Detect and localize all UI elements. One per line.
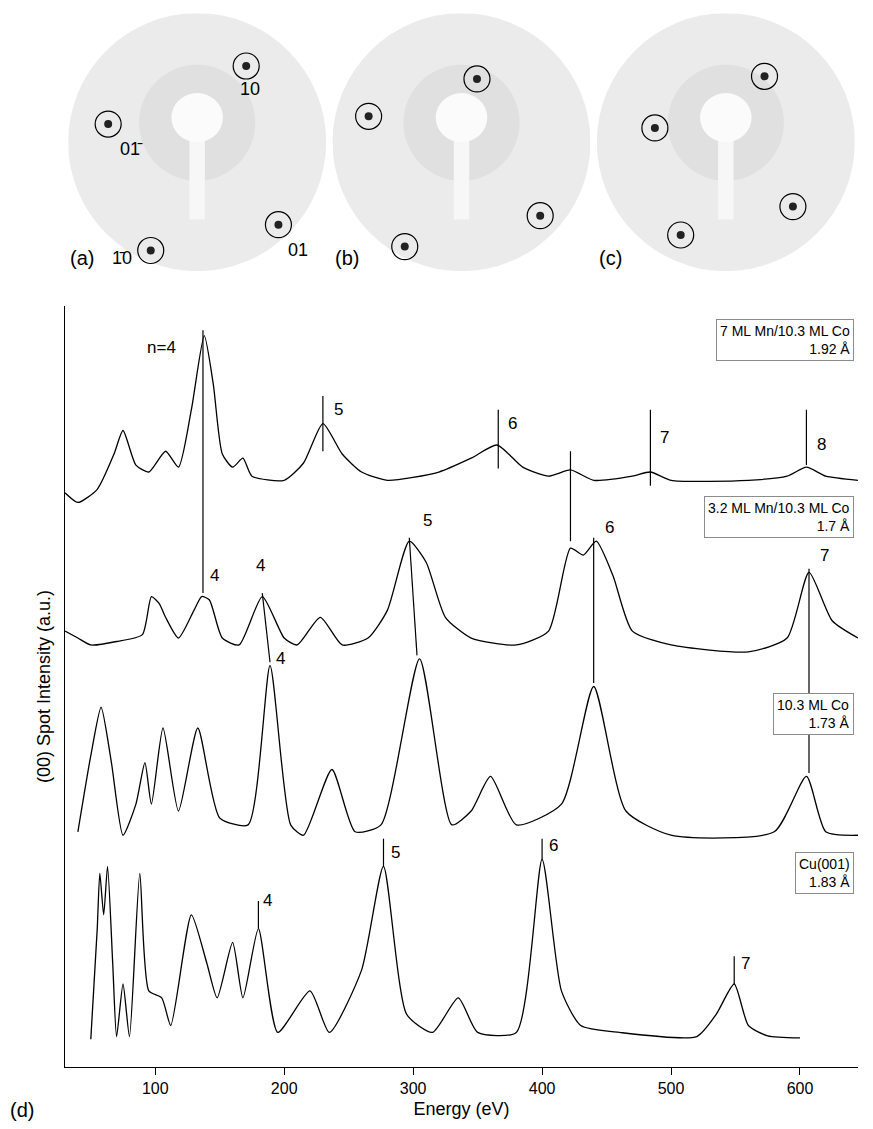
svg-text:4: 4 xyxy=(263,891,272,910)
svg-text:100: 100 xyxy=(142,1080,169,1097)
svg-text:4: 4 xyxy=(276,649,285,668)
svg-text:(a): (a) xyxy=(70,247,94,269)
svg-text:(c): (c) xyxy=(599,247,622,269)
svg-text:(00) Spot Intensity (a.u.): (00) Spot Intensity (a.u.) xyxy=(34,590,54,783)
svg-text:400: 400 xyxy=(529,1080,556,1097)
svg-text:3.2 ML Mn/10.3 ML Co1.7 Å: 3.2 ML Mn/10.3 ML Co1.7 Å xyxy=(708,500,850,534)
svg-text:01̄: 01̄ xyxy=(120,139,143,159)
svg-text:5: 5 xyxy=(334,400,343,419)
svg-text:6: 6 xyxy=(508,414,517,433)
svg-text:10.3 ML Co1.73 Å: 10.3 ML Co1.73 Å xyxy=(777,697,850,731)
svg-text:300: 300 xyxy=(400,1080,427,1097)
svg-text:4: 4 xyxy=(256,556,265,575)
svg-text:5: 5 xyxy=(423,511,432,530)
svg-text:01: 01 xyxy=(288,240,308,260)
svg-text:8: 8 xyxy=(817,435,826,454)
svg-text:7: 7 xyxy=(820,546,829,565)
svg-text:6: 6 xyxy=(605,518,614,537)
svg-text:10: 10 xyxy=(240,79,260,99)
svg-text:(d): (d) xyxy=(10,1099,34,1121)
svg-text:600: 600 xyxy=(787,1080,814,1097)
svg-text:7: 7 xyxy=(660,428,669,447)
svg-text:7: 7 xyxy=(741,954,750,973)
svg-text:Cu(001)1.83 Å: Cu(001)1.83 Å xyxy=(799,856,850,890)
svg-text:5: 5 xyxy=(391,843,400,862)
svg-text:7 ML Mn/10.3 ML Co1.92 Å: 7 ML Mn/10.3 ML Co1.92 Å xyxy=(720,323,850,357)
svg-text:4: 4 xyxy=(210,566,219,585)
svg-text:n=4: n=4 xyxy=(147,338,176,357)
svg-text:1̄0: 1̄0 xyxy=(112,248,132,268)
svg-text:(b): (b) xyxy=(335,247,359,269)
svg-text:6: 6 xyxy=(549,836,558,855)
svg-text:500: 500 xyxy=(658,1080,685,1097)
svg-text:Energy (eV): Energy (eV) xyxy=(413,1099,509,1119)
svg-text:200: 200 xyxy=(271,1080,298,1097)
